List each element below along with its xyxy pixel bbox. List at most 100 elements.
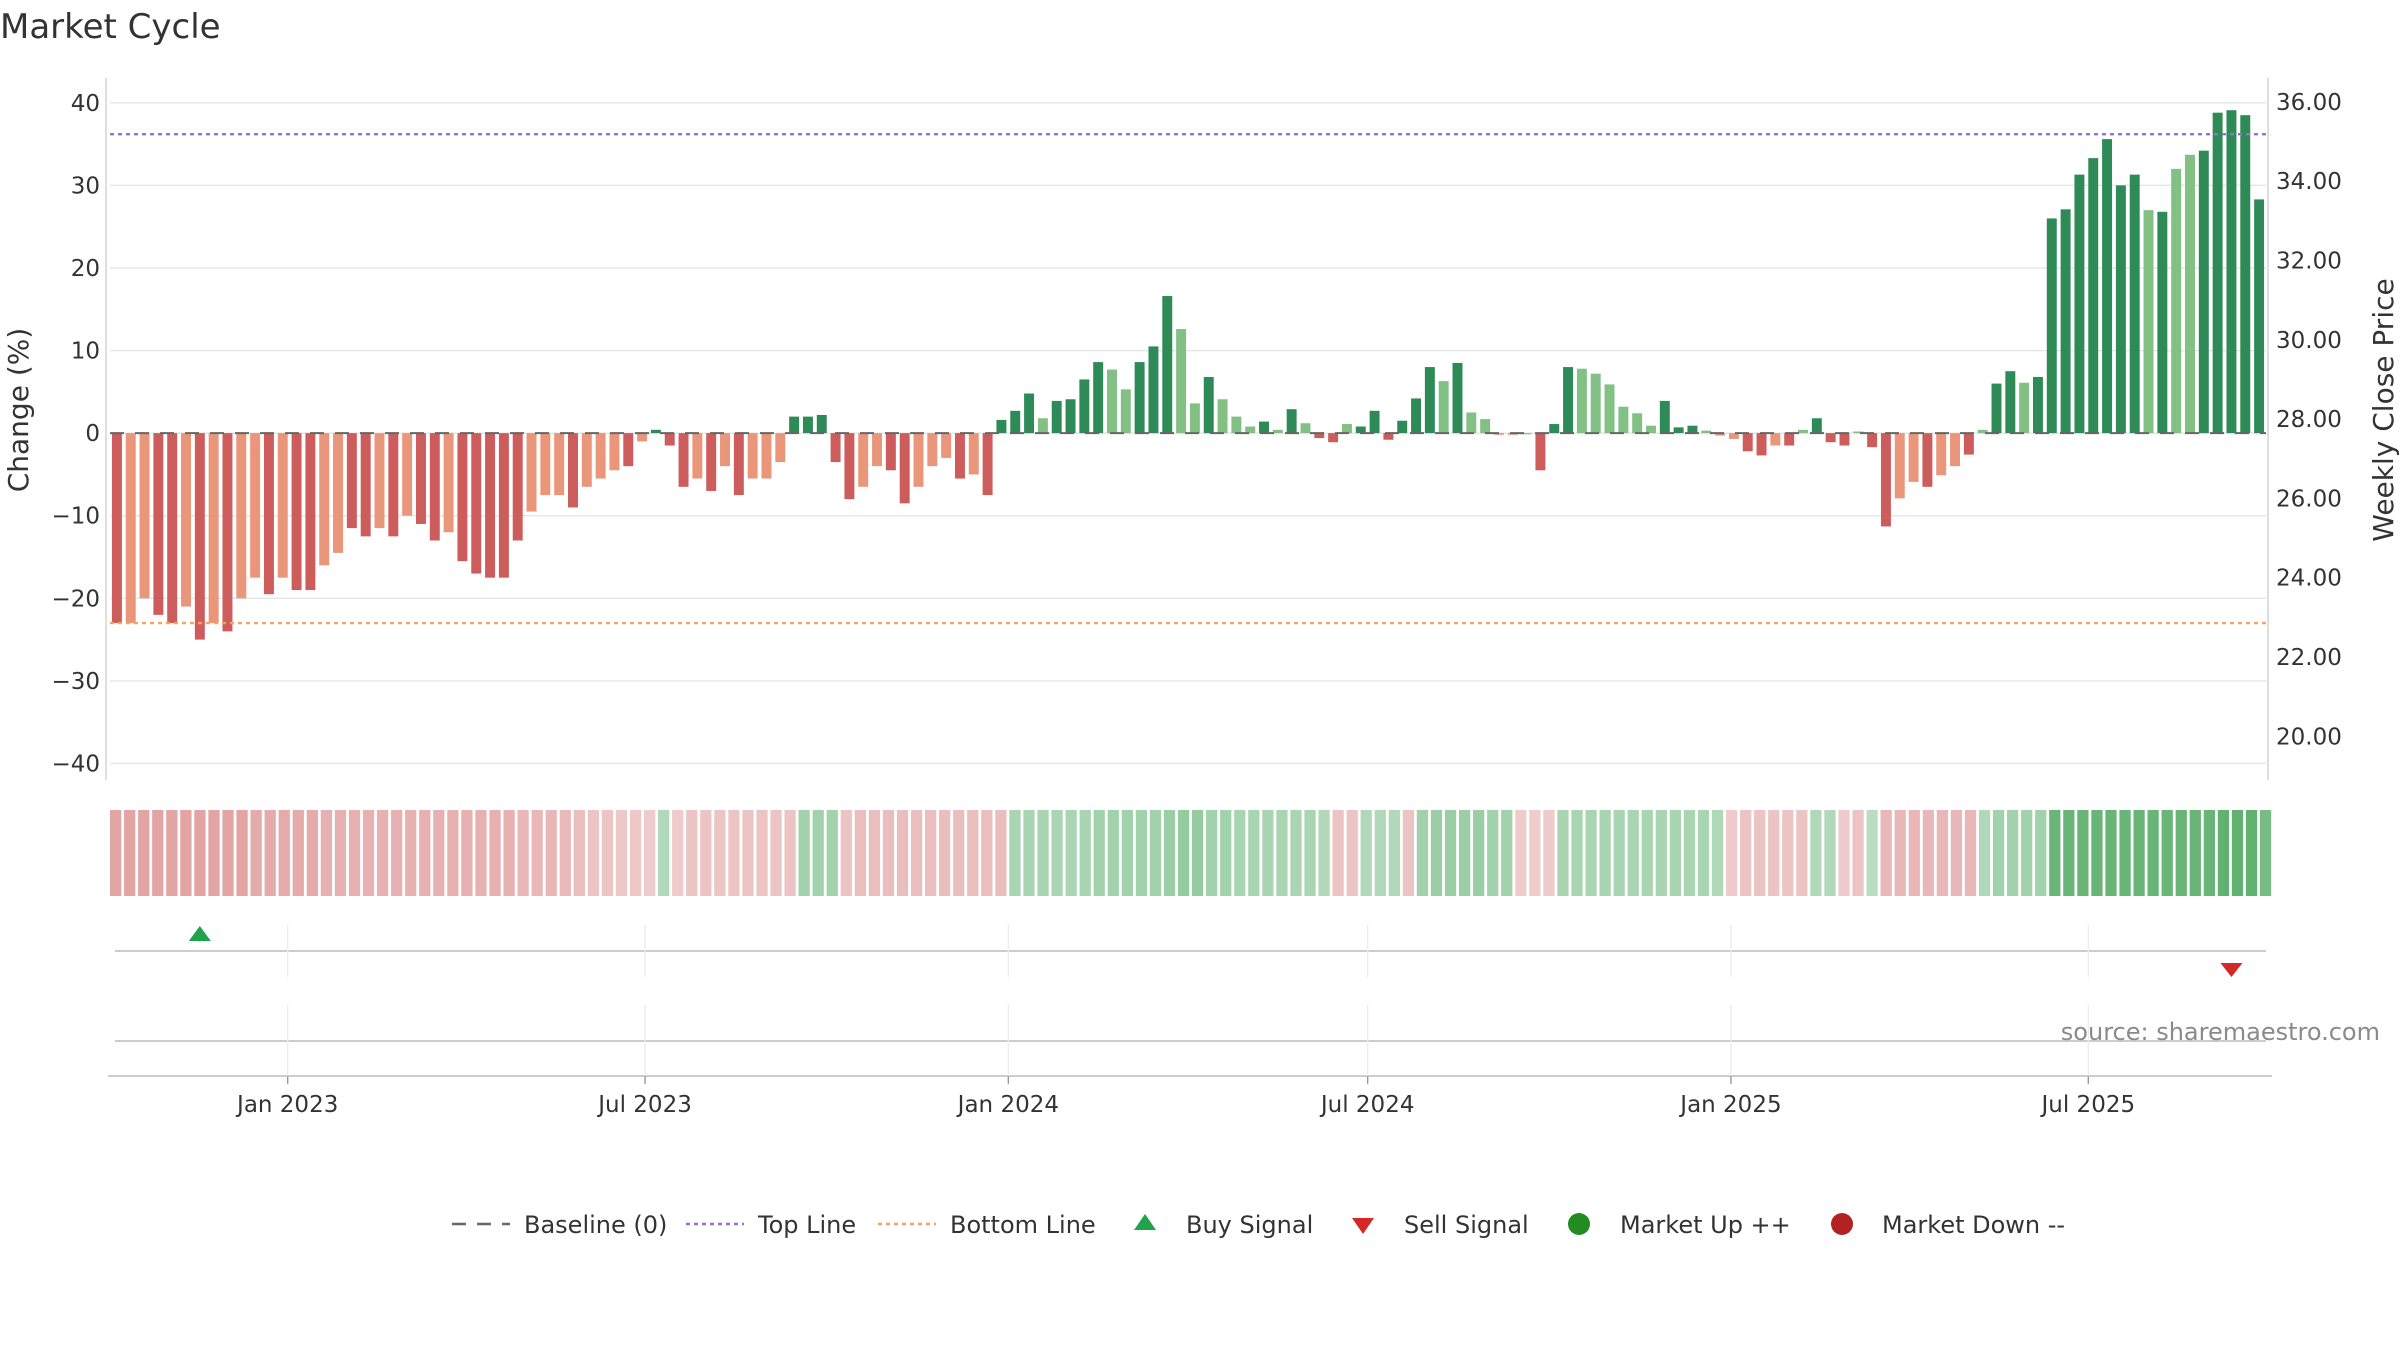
x-tick-label: Jan 2024 [956,1092,1059,1118]
legend-item-top-line: Top Line [686,1211,856,1239]
regime-cell [1487,810,1499,896]
left-tick-label: −40 [51,751,100,777]
change-bar [1811,418,1822,434]
regime-cell [208,810,220,896]
legend-item-buy-signal: Buy Signal [1134,1211,1313,1239]
left-tick-label: 40 [71,91,100,117]
change-bar [1535,433,1546,471]
regime-cell [1950,810,1963,896]
change-bar [333,433,344,553]
regime-cell [1866,810,1878,896]
right-tick-label: 32.00 [2276,248,2342,274]
left-tick-label: −10 [51,504,100,530]
regime-cell [714,810,726,896]
change-bar [1977,429,1988,434]
change-bar [1134,362,1145,434]
regime-cell [1346,810,1358,896]
change-bar [581,433,592,487]
buy-signal-triangle-icon [1134,1214,1156,1230]
regime-cell [587,810,600,896]
change-bar [1162,296,1173,434]
regime-cell [1248,810,1260,896]
change-bar [2032,376,2043,434]
regime-cell [2175,810,2187,896]
change-bar [2240,115,2251,434]
change-bar [194,433,205,640]
regime-cell [306,810,318,896]
change-bar [360,433,371,537]
left-axis-ticks: 40 30 20 10 0 −10 −20 −30 −40 [51,91,100,778]
change-bar [720,433,730,467]
change-bar [485,433,496,578]
change-bar [1397,420,1408,434]
regime-cell [1430,810,1443,896]
source-note: source: sharemaestro.com [2061,1018,2380,1046]
change-bar [1300,423,1311,434]
change-bar [1065,399,1076,434]
change-bar [388,433,399,537]
right-tick-label: 28.00 [2276,407,2342,433]
regime-cell [110,810,122,896]
change-bar [996,419,1007,434]
regime-cell [1894,810,1906,896]
regime-cell [1473,810,1485,896]
change-bar [1314,433,1325,439]
right-tick-label: 22.00 [2276,645,2342,671]
left-tick-label: 30 [71,173,100,199]
regime-cell [1740,810,1752,896]
regime-cell [2119,810,2131,896]
regime-cell [1824,810,1836,896]
regime-cell [2231,810,2244,896]
regime-cell [1599,810,1611,896]
change-bar [761,433,772,479]
change-bar [1908,433,1919,482]
market-up-dot-icon [1568,1213,1590,1235]
regime-cell [1374,810,1386,896]
regime-cell [517,810,529,896]
regime-cell [1206,810,1218,896]
regime-cell [826,810,838,896]
right-tick-label: 24.00 [2276,566,2342,592]
regime-cell [545,810,557,896]
regime-cell [1332,810,1344,896]
change-bar [1687,425,1698,434]
change-bar [153,433,164,615]
regime-cell [2035,810,2047,896]
regime-cell [1121,810,1133,896]
regime-cell [1557,810,1569,896]
change-bar [2074,174,2085,434]
regime-cell [2133,810,2145,896]
signal-panel [108,950,2272,1077]
change-bar [222,433,233,632]
regime-cell [953,810,965,896]
legend-top-line-label: Top Line [757,1211,856,1239]
regime-cell [1725,810,1738,896]
x-tick-label: Jul 2025 [2040,1092,2136,1118]
change-bar [1037,418,1048,434]
regime-cell [798,810,810,896]
change-bar [2185,154,2195,434]
change-bar [1549,424,1560,434]
regime-cell [770,810,782,896]
regime-cell [152,810,164,896]
regime-cell [1051,810,1063,896]
regime-cell [447,810,459,896]
regime-cell [1290,810,1302,896]
change-bar [1051,400,1062,434]
left-tick-label: −20 [51,586,100,612]
change-bar [1936,433,1947,476]
regime-cell [812,810,824,896]
x-tick-label: Jan 2025 [1678,1092,1781,1118]
change-bar [1148,346,1159,434]
change-bar [208,433,219,624]
regime-cell [2091,810,2103,896]
change-bar [789,416,800,434]
change-bar [706,433,717,491]
regime-cell [236,810,248,896]
regime-cell [840,810,852,896]
regime-cell [278,810,290,896]
change-bar [471,433,482,574]
regime-cell [1922,810,1934,896]
regime-cell [2063,810,2075,896]
regime-cell [292,810,304,896]
